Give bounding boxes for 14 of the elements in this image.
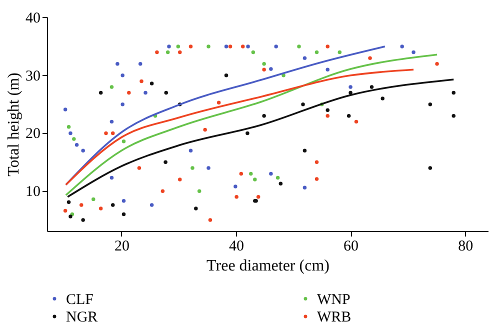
y-tick-label: 30 (26, 68, 40, 84)
x-tick-label: 40 (229, 238, 244, 254)
y-axis-title: Total height (m) (6, 72, 22, 176)
x-tick-label: 60 (344, 238, 359, 254)
x-tick-label: 80 (458, 238, 474, 254)
legend-label: WRB (317, 310, 352, 326)
legend-label: CLF (66, 292, 94, 308)
y-tick-label: 20 (26, 126, 40, 142)
x-axis-title: Tree diameter (cm) (206, 258, 330, 274)
y-tick-label: 40 (26, 10, 40, 26)
legend-label: WNP (317, 292, 350, 308)
x-tick-label: 20 (114, 238, 130, 254)
legend-label: NGR (66, 310, 98, 326)
y-tick-label: 10 (26, 184, 40, 200)
